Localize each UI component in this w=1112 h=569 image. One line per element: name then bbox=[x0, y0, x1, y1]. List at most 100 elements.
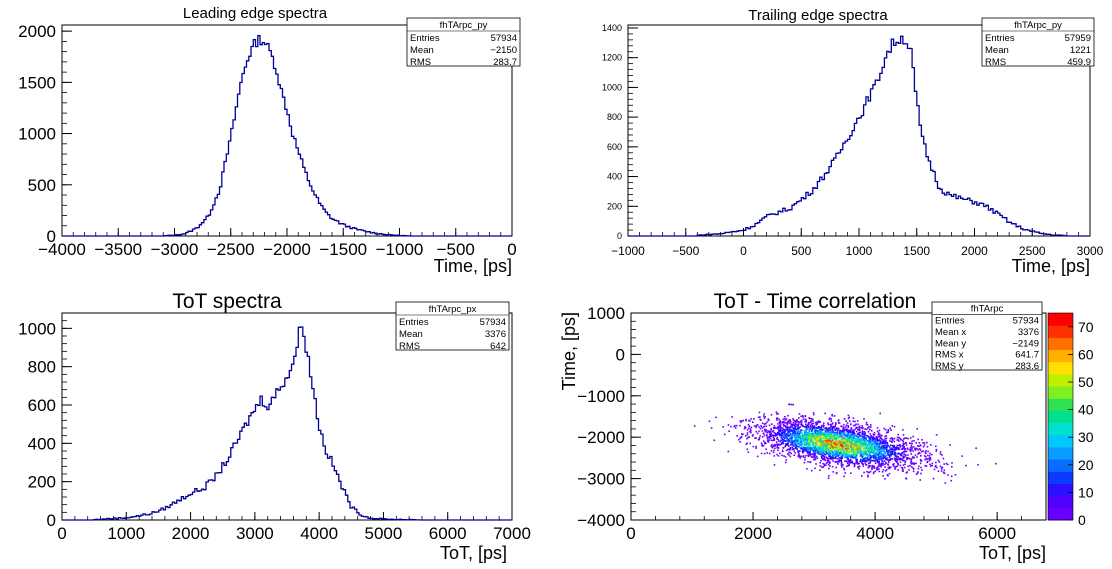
heatmap-cell bbox=[833, 434, 836, 437]
heatmap-cell bbox=[849, 439, 851, 442]
x-tick-label: −4000 bbox=[38, 240, 86, 259]
heatmap-cell bbox=[798, 433, 800, 436]
heatmap-cell bbox=[912, 470, 915, 473]
heatmap-cell bbox=[814, 446, 817, 449]
heatmap-cell bbox=[880, 462, 883, 465]
heatmap-cell bbox=[868, 436, 870, 439]
heatmap-cell bbox=[814, 435, 816, 438]
heatmap-cell bbox=[799, 444, 802, 447]
heatmap-cell bbox=[797, 438, 799, 441]
x-tick-label: 2000 bbox=[734, 524, 772, 543]
heatmap-cell bbox=[767, 439, 769, 441]
heatmap-cell bbox=[861, 445, 864, 447]
heatmap-cell bbox=[797, 441, 799, 444]
heatmap-cell bbox=[809, 453, 812, 455]
heatmap-cell bbox=[831, 456, 834, 459]
heatmap-cell bbox=[812, 418, 814, 421]
heatmap-cell bbox=[841, 430, 844, 433]
heatmap-cell bbox=[848, 454, 851, 457]
heatmap-cell bbox=[740, 435, 743, 438]
heatmap-cell bbox=[887, 464, 890, 466]
heatmap-cell bbox=[863, 471, 865, 474]
heatmap-cell bbox=[838, 448, 840, 451]
heatmap-cell bbox=[828, 460, 831, 463]
heatmap-cell bbox=[899, 437, 901, 439]
heatmap-cell bbox=[876, 447, 879, 450]
heatmap-cell bbox=[932, 477, 935, 480]
heatmap-cell bbox=[768, 439, 771, 442]
heatmap-cell bbox=[883, 455, 885, 457]
heatmap-cell bbox=[846, 422, 849, 424]
heatmap-cell bbox=[713, 439, 716, 442]
heatmap-cell bbox=[780, 439, 782, 442]
heatmap-cell bbox=[886, 443, 889, 445]
heatmap-cell bbox=[849, 443, 851, 446]
heatmap-cell bbox=[807, 422, 810, 425]
heatmap-cell bbox=[897, 456, 899, 458]
heatmap-cell bbox=[819, 429, 822, 431]
heatmap-cell bbox=[755, 430, 758, 433]
heatmap-cell bbox=[778, 418, 781, 421]
heatmap-cell bbox=[815, 423, 818, 425]
heatmap-cell bbox=[906, 471, 908, 473]
heatmap-cell bbox=[850, 461, 853, 464]
heatmap-cell bbox=[780, 443, 782, 446]
heatmap-cell bbox=[877, 453, 879, 456]
heatmap-cell bbox=[748, 436, 750, 438]
heatmap-cell bbox=[795, 428, 797, 430]
heatmap-cell bbox=[749, 430, 751, 433]
heatmap-cell bbox=[747, 423, 750, 426]
stats-value: 642 bbox=[490, 341, 506, 352]
heatmap-cell bbox=[894, 468, 897, 470]
heatmap-cell bbox=[773, 437, 775, 440]
heatmap-cell bbox=[794, 435, 797, 438]
heatmap-cell bbox=[849, 449, 851, 452]
heatmap-cell bbox=[870, 426, 872, 428]
heatmap-cell bbox=[917, 438, 919, 441]
palette-swatch bbox=[1048, 349, 1073, 363]
heatmap-cell bbox=[831, 415, 834, 417]
heatmap-cell bbox=[846, 435, 848, 437]
heatmap-cell bbox=[739, 424, 741, 427]
heatmap-cell bbox=[943, 469, 946, 472]
heatmap-cell bbox=[849, 447, 852, 450]
heatmap-cell bbox=[871, 442, 873, 444]
heatmap-cell bbox=[794, 447, 796, 450]
heatmap-cell bbox=[893, 440, 896, 443]
heatmap-cell bbox=[783, 430, 786, 432]
heatmap-cell bbox=[947, 463, 949, 466]
heatmap-cell bbox=[857, 443, 859, 445]
heatmap-cell bbox=[852, 444, 854, 447]
heatmap-cell bbox=[874, 470, 877, 473]
heatmap-cell bbox=[822, 462, 824, 465]
heatmap-cell bbox=[759, 418, 761, 421]
heatmap-cell bbox=[920, 460, 922, 462]
heatmap-cell bbox=[881, 456, 884, 459]
heatmap-cell bbox=[756, 455, 759, 458]
heatmap-cell bbox=[791, 424, 794, 426]
heatmap-cell bbox=[824, 435, 826, 437]
heatmap-cell bbox=[910, 445, 913, 447]
heatmap-cell bbox=[794, 436, 797, 439]
heatmap-cell bbox=[821, 424, 823, 427]
heatmap-cell bbox=[841, 437, 844, 439]
heatmap-cell bbox=[800, 447, 802, 450]
heatmap-cell bbox=[848, 437, 851, 439]
heatmap-cell bbox=[786, 437, 789, 440]
heatmap-cell bbox=[827, 463, 830, 466]
heatmap-cell bbox=[855, 461, 857, 464]
x-tick-label: −2500 bbox=[207, 240, 255, 259]
heatmap-cell bbox=[876, 459, 879, 461]
heatmap-cell bbox=[799, 426, 801, 428]
heatmap-cell bbox=[844, 456, 846, 458]
heatmap-cell bbox=[828, 441, 831, 444]
heatmap-cell bbox=[882, 457, 885, 460]
heatmap-cell bbox=[852, 455, 854, 457]
heatmap-cell bbox=[821, 450, 823, 453]
heatmap-cell bbox=[855, 423, 857, 426]
heatmap-cell bbox=[890, 440, 893, 443]
heatmap-cell bbox=[881, 471, 884, 473]
heatmap-cell bbox=[873, 471, 875, 474]
heatmap-cell bbox=[925, 456, 927, 458]
heatmap-cell bbox=[910, 463, 913, 465]
